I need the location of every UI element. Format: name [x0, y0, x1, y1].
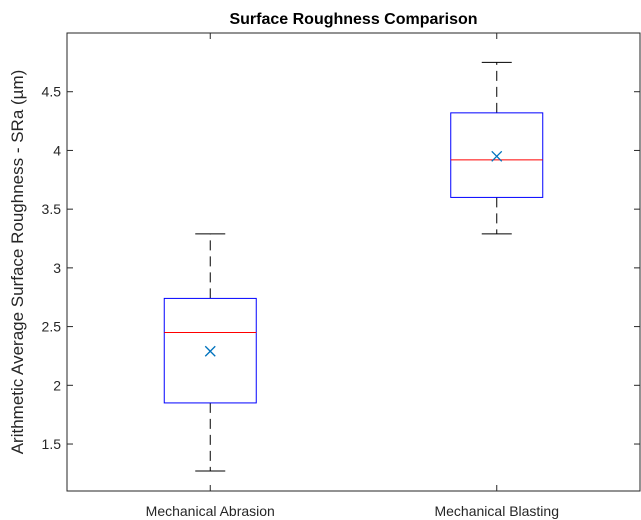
iqr-box	[163, 297, 257, 404]
y-tick-label: 4	[53, 142, 61, 158]
y-tick-label: 3	[53, 260, 61, 276]
x-tick-label: Mechanical Blasting	[434, 503, 559, 519]
y-tick-label: 2	[53, 377, 61, 393]
iqr-box	[450, 112, 544, 198]
plot-area	[66, 32, 641, 492]
box-mechanical-abrasion	[163, 233, 257, 472]
chart-title: Surface Roughness Comparison	[229, 11, 477, 28]
y-axis-label: Arithmetic Average Surface Roughness - S…	[8, 70, 27, 455]
y-axis-ticks: 1.5 2 2.5 3 3.5 4 4.5	[42, 84, 640, 452]
box-mechanical-blasting	[450, 61, 544, 235]
x-tick-label: Mechanical Abrasion	[146, 503, 275, 519]
y-tick-label: 2.5	[42, 319, 62, 335]
y-tick-label: 3.5	[42, 201, 62, 217]
x-axis-ticks: Mechanical Abrasion Mechanical Blasting	[146, 33, 559, 519]
y-tick-label: 4.5	[42, 84, 62, 100]
mean-marker-stroke-b	[491, 150, 503, 162]
box-series	[163, 61, 544, 472]
y-tick-label: 1.5	[42, 436, 62, 452]
mean-marker-stroke-b	[204, 345, 216, 357]
